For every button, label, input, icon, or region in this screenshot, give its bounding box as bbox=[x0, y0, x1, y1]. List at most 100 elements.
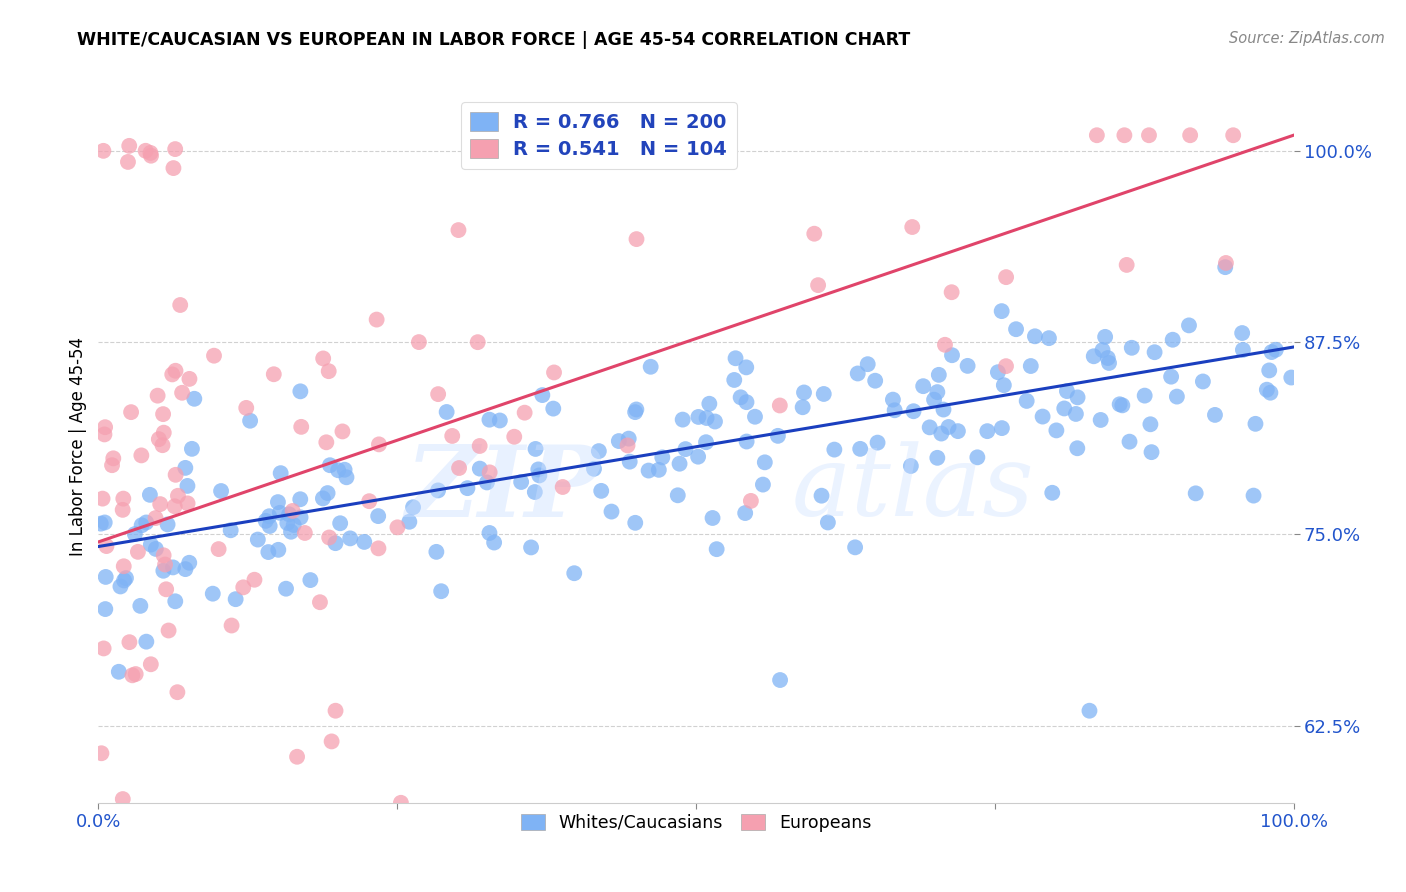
Point bbox=[280, 524, 302, 539]
Point bbox=[688, 450, 710, 464]
Point bbox=[934, 338, 956, 352]
Point bbox=[922, 392, 945, 407]
Point bbox=[93, 427, 115, 442]
Point bbox=[402, 500, 425, 515]
Text: atlas: atlas bbox=[792, 442, 1035, 536]
Point bbox=[478, 466, 501, 480]
Point bbox=[928, 368, 950, 382]
Point bbox=[111, 503, 134, 517]
Point bbox=[863, 374, 886, 388]
Point bbox=[112, 574, 135, 588]
Point bbox=[551, 480, 574, 494]
Point bbox=[145, 511, 167, 525]
Point bbox=[735, 360, 758, 375]
Point bbox=[817, 516, 839, 530]
Point bbox=[318, 364, 340, 378]
Point bbox=[769, 673, 792, 687]
Point bbox=[1160, 369, 1182, 384]
Point bbox=[176, 479, 198, 493]
Point bbox=[202, 349, 225, 363]
Point bbox=[316, 486, 339, 500]
Point bbox=[856, 357, 879, 371]
Point bbox=[246, 533, 269, 547]
Point bbox=[595, 806, 617, 821]
Point bbox=[299, 573, 322, 587]
Point bbox=[1114, 128, 1136, 143]
Point bbox=[90, 516, 112, 531]
Point bbox=[201, 587, 224, 601]
Point bbox=[274, 582, 297, 596]
Point bbox=[956, 359, 979, 373]
Point bbox=[219, 523, 242, 537]
Point bbox=[740, 494, 762, 508]
Point bbox=[172, 385, 194, 400]
Point bbox=[243, 573, 266, 587]
Point bbox=[427, 483, 450, 498]
Point bbox=[688, 409, 710, 424]
Point bbox=[235, 401, 257, 415]
Point bbox=[1078, 704, 1101, 718]
Point bbox=[600, 505, 623, 519]
Point bbox=[1064, 407, 1087, 421]
Point bbox=[174, 461, 197, 475]
Point bbox=[866, 435, 889, 450]
Point bbox=[489, 413, 512, 427]
Text: Source: ZipAtlas.com: Source: ZipAtlas.com bbox=[1229, 31, 1385, 46]
Point bbox=[270, 466, 292, 480]
Point bbox=[152, 564, 174, 578]
Point bbox=[990, 304, 1012, 318]
Point bbox=[482, 535, 505, 549]
Point bbox=[94, 570, 117, 584]
Point bbox=[1118, 434, 1140, 449]
Point bbox=[263, 368, 285, 382]
Point bbox=[183, 392, 205, 406]
Point bbox=[792, 401, 814, 415]
Point bbox=[335, 470, 357, 484]
Point bbox=[478, 526, 501, 541]
Point bbox=[139, 538, 162, 552]
Point bbox=[353, 535, 375, 549]
Point bbox=[101, 458, 124, 473]
Point bbox=[94, 420, 117, 434]
Point bbox=[290, 384, 312, 399]
Point bbox=[1264, 343, 1286, 357]
Point bbox=[259, 509, 281, 524]
Point bbox=[174, 562, 197, 576]
Point bbox=[148, 432, 170, 446]
Point bbox=[1230, 326, 1253, 340]
Point bbox=[626, 232, 648, 246]
Point bbox=[1045, 424, 1067, 438]
Point bbox=[903, 404, 925, 418]
Point bbox=[1024, 329, 1046, 343]
Point bbox=[467, 335, 489, 350]
Point bbox=[93, 144, 115, 158]
Point bbox=[706, 542, 728, 557]
Point bbox=[562, 566, 585, 581]
Point bbox=[281, 504, 304, 518]
Point bbox=[724, 351, 747, 366]
Point bbox=[987, 365, 1010, 379]
Point bbox=[520, 541, 543, 555]
Point bbox=[332, 425, 354, 439]
Point bbox=[1143, 345, 1166, 359]
Point bbox=[591, 483, 613, 498]
Point bbox=[430, 584, 453, 599]
Text: ZIP: ZIP bbox=[405, 441, 600, 537]
Point bbox=[531, 388, 554, 402]
Point bbox=[321, 734, 343, 748]
Point bbox=[966, 450, 988, 465]
Point bbox=[844, 541, 866, 555]
Point bbox=[1098, 356, 1121, 370]
Point bbox=[543, 366, 565, 380]
Point bbox=[991, 421, 1014, 435]
Point bbox=[849, 442, 872, 456]
Point bbox=[169, 298, 191, 312]
Point bbox=[1260, 345, 1282, 359]
Point bbox=[527, 462, 550, 476]
Point bbox=[368, 437, 391, 451]
Point bbox=[239, 414, 262, 428]
Point bbox=[995, 270, 1018, 285]
Point bbox=[1019, 359, 1042, 373]
Point bbox=[155, 582, 177, 597]
Point bbox=[543, 401, 565, 416]
